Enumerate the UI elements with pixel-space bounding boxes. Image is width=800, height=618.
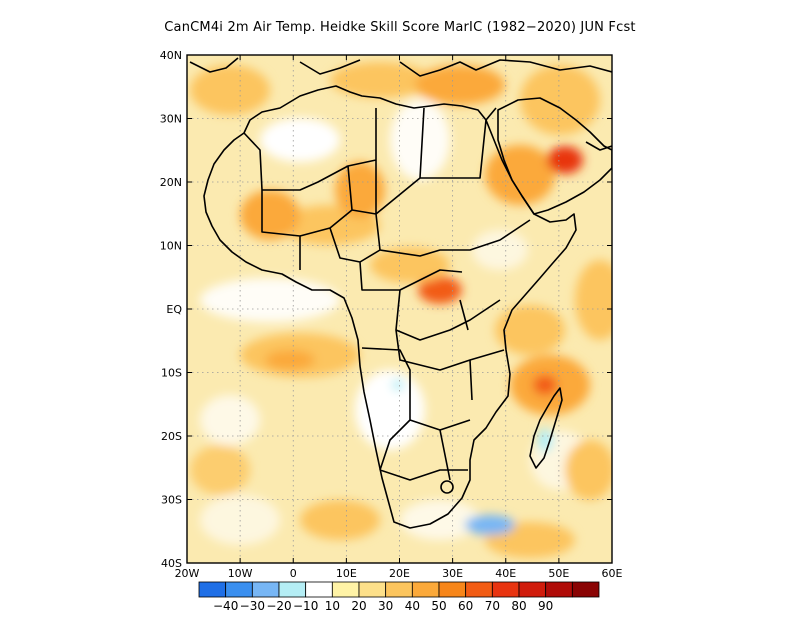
coastlines (189, 57, 612, 529)
lat-tick-label: 20S (161, 430, 182, 443)
skill-score-field (187, 55, 612, 563)
colorbar-swatch (225, 581, 253, 598)
colorbar-swatch (251, 581, 280, 598)
lat-tick-label: EQ (166, 303, 182, 316)
colorbar-swatch (385, 581, 413, 598)
colorbar-label: −30 (240, 599, 265, 613)
lat-tick-label: 10S (161, 367, 182, 380)
colorbar-swatch (438, 581, 467, 598)
colorbar: −40 −30 −20 −10 10 20 30 40 50 60 70 80 90 (198, 581, 600, 613)
colorbar-swatch (305, 581, 333, 598)
colorbar-swatch (491, 581, 520, 598)
colorbar-label: 50 (431, 599, 446, 613)
lon-tick-label: 0 (290, 567, 297, 580)
colorbar-swatch (198, 581, 227, 598)
colorbar-label: 80 (511, 599, 526, 613)
colorbar-label: 70 (485, 599, 500, 613)
lat-tick-label: 30N (160, 113, 182, 126)
lon-tick-label: 20E (389, 567, 410, 580)
colorbar-label: 10 (325, 599, 340, 613)
colorbar-swatch (278, 581, 307, 598)
chart-title: CanCM4i 2m Air Temp. Heidke Skill Score … (164, 20, 636, 35)
lon-tick-label: 40E (495, 567, 516, 580)
lat-tick-label: 40N (160, 49, 182, 62)
lat-tick-label: 20N (160, 176, 182, 189)
colorbar-swatch (411, 581, 440, 598)
colorbar-swatch (465, 581, 493, 598)
colorbar-label: 40 (405, 599, 420, 613)
colorbar-label: −20 (266, 599, 291, 613)
lon-tick-label: 10W (228, 567, 253, 580)
colorbar-label: 60 (458, 599, 473, 613)
colorbar-label: −40 (213, 599, 238, 613)
colorbar-swatch (358, 581, 387, 598)
lat-tick-label: 40S (161, 557, 182, 570)
colorbar-swatch (518, 581, 547, 598)
colorbar-label: 20 (351, 599, 366, 613)
lon-tick-label: 50E (548, 567, 569, 580)
lon-tick-label: 20W (175, 567, 200, 580)
lat-tick-label: 30S (161, 494, 182, 507)
lat-lon-grid (187, 55, 612, 563)
lat-tick-label: 10N (160, 240, 182, 253)
colorbar-swatch (331, 581, 360, 598)
colorbar-label: 90 (538, 599, 553, 613)
colorbar-label: 30 (378, 599, 393, 613)
lon-tick-label: 60E (602, 567, 623, 580)
score-patches (190, 62, 612, 558)
lon-tick-label: 10E (336, 567, 357, 580)
colorbar-label: −10 (293, 599, 318, 613)
colorbar-swatch (571, 581, 600, 598)
colorbar-swatch (545, 581, 573, 598)
lon-tick-label: 30E (442, 567, 463, 580)
